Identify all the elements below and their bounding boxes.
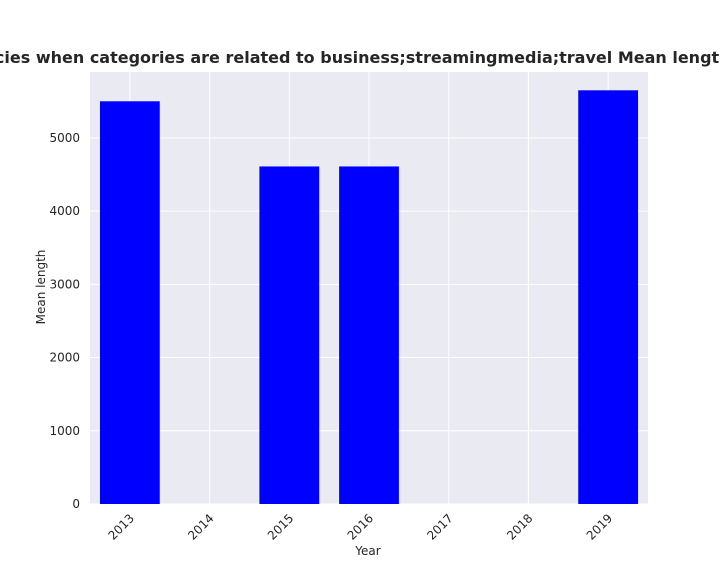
chart-title: Mean length of privacy policies when cat… <box>0 48 720 67</box>
x-tick-label: 2017 <box>424 511 455 542</box>
x-axis-label: Year <box>354 544 380 558</box>
x-tick-label: 2016 <box>345 511 376 542</box>
x-tick-label: 2018 <box>504 511 535 542</box>
y-tick-label: 2000 <box>49 351 80 365</box>
bars <box>99 90 639 505</box>
bar-2016 <box>339 166 399 505</box>
y-tick-labels: 0 1000 2000 3000 4000 5000 <box>49 131 80 511</box>
x-tick-label: 2019 <box>584 511 615 542</box>
y-tick-label: 0 <box>72 497 80 511</box>
bar-2015 <box>259 166 320 505</box>
x-tick-label: 2014 <box>185 511 216 542</box>
bar-2013 <box>99 101 160 504</box>
y-axis-label: Mean length <box>34 250 48 325</box>
x-tick-label: 2013 <box>105 511 136 542</box>
x-tick-labels: 2013 2014 2015 2016 2017 2018 2019 <box>105 511 615 542</box>
y-tick-label: 4000 <box>49 204 80 218</box>
x-tick-label: 2015 <box>265 511 296 542</box>
bar-2019 <box>578 90 639 504</box>
y-tick-label: 5000 <box>49 131 80 145</box>
y-tick-label: 3000 <box>49 277 80 291</box>
y-tick-label: 1000 <box>49 424 80 438</box>
